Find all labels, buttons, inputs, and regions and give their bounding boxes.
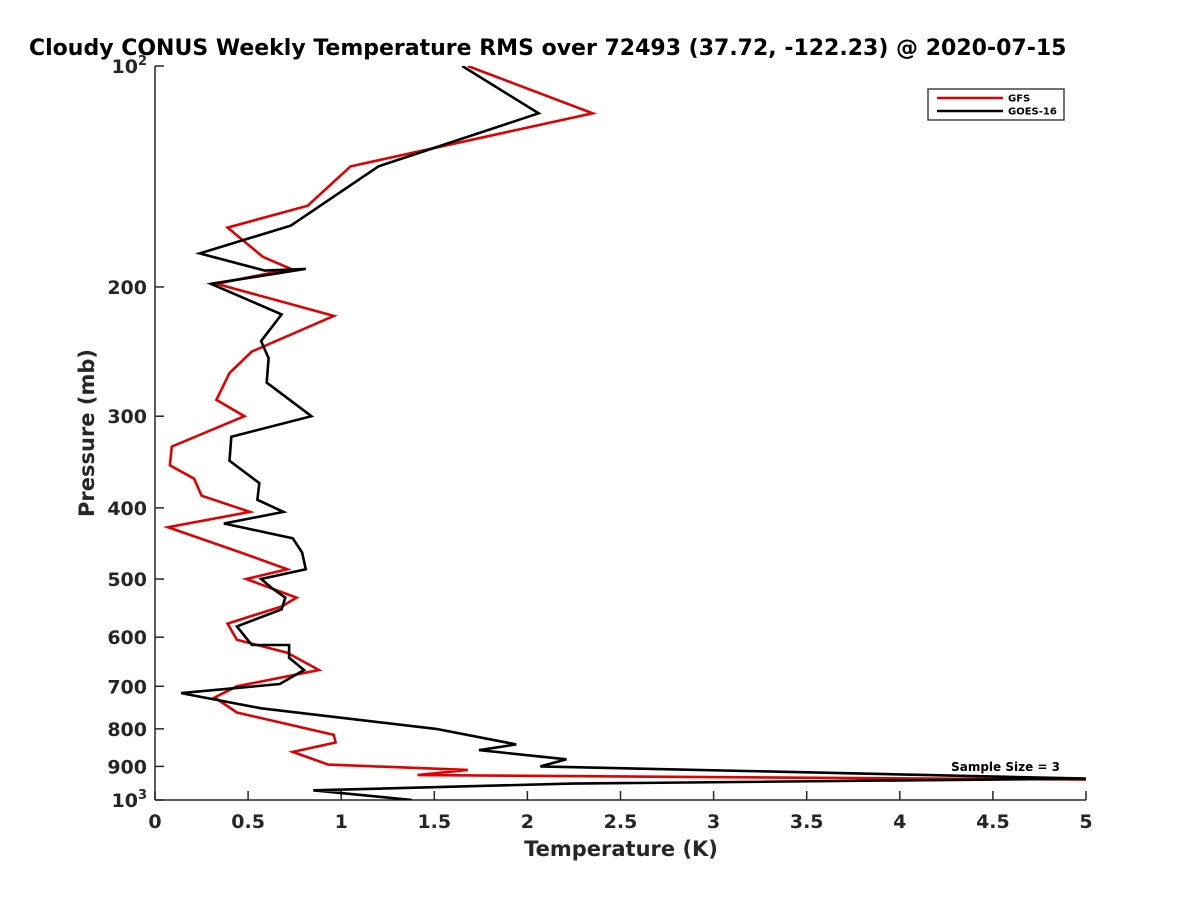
x-tick-label: 4	[893, 811, 906, 833]
y-tick-label: 700	[107, 676, 147, 698]
x-tick-label: 3.5	[790, 811, 824, 833]
x-tick-label: 0.5	[231, 811, 265, 833]
x-axis-label: Temperature (K)	[524, 837, 718, 861]
y-tick-label: 300	[107, 406, 147, 428]
y-tick-label: 900	[107, 756, 147, 778]
y-tick-label: 600	[107, 627, 147, 649]
x-tick-label: 5	[1079, 811, 1092, 833]
y-axis-label: Pressure (mb)	[75, 349, 99, 517]
series-line-gfs	[162, 66, 1086, 781]
series-line-goes16	[180, 66, 1086, 800]
x-tick-label: 3	[707, 811, 720, 833]
y-tick-label: 400	[107, 498, 147, 520]
x-tick-label: 4.5	[976, 811, 1010, 833]
legend-box	[927, 88, 1065, 121]
y-tick-label: 800	[107, 719, 147, 741]
x-tick-label: 2.5	[604, 811, 638, 833]
plot-area: 0 0.5 1 1.5 2 2.5 3 3.5 4 4.5 5 102 200 300 400 500 600 7…	[107, 54, 1092, 833]
legend: GFS GOES-16	[927, 88, 1065, 121]
x-tick-label: 1.5	[417, 811, 451, 833]
y-tick-label: 500	[107, 569, 147, 591]
x-tick-label: 2	[521, 811, 534, 833]
y-tick-label: 103	[112, 788, 148, 812]
y-tick-label: 102	[112, 54, 148, 78]
legend-label-gfs: GFS	[1008, 94, 1030, 105]
chart-title: Cloudy CONUS Weekly Temperature RMS over…	[29, 36, 1066, 61]
sample-size-annotation: Sample Size = 3	[951, 760, 1060, 774]
x-tick-label: 0	[148, 811, 161, 833]
x-tick-label: 1	[335, 811, 348, 833]
y-tick-label: 200	[107, 277, 147, 299]
legend-label-goes16: GOES-16	[1008, 107, 1057, 118]
